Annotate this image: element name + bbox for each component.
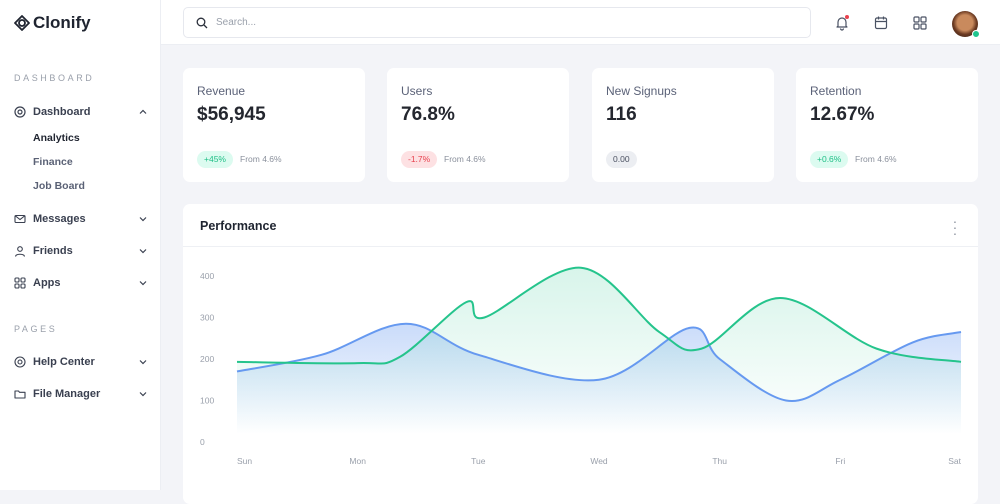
y-tick-label: 400 — [200, 271, 214, 281]
apps-grid-icon[interactable] — [912, 15, 928, 31]
series-line-1 — [236, 266, 962, 365]
x-tick-label: Wed — [590, 456, 608, 466]
dashboard-icon — [14, 106, 26, 118]
x-tick-label: Sat — [948, 456, 961, 466]
x-tick-label: Tue — [471, 456, 486, 466]
stat-label: Users — [401, 84, 433, 98]
topbar: Search... — [161, 0, 1000, 45]
chevron-down-icon[interactable] — [138, 246, 148, 256]
sidebar-item-messages[interactable]: Messages — [14, 213, 148, 225]
online-status-dot — [972, 30, 980, 38]
sidebar-item-label: Help Center — [33, 356, 95, 368]
y-tick-label: 100 — [200, 396, 214, 406]
x-tick-label: Fri — [835, 456, 845, 466]
chevron-down-icon[interactable] — [138, 357, 148, 367]
trend-badge: +45% — [197, 151, 233, 168]
sidebar-item-file-manager[interactable]: File Manager — [14, 388, 148, 400]
calendar-icon[interactable] — [873, 15, 889, 31]
sidebar-subitem-finance[interactable]: Finance — [33, 156, 73, 168]
search-icon — [196, 17, 208, 28]
stat-value: 116 — [606, 104, 637, 125]
chevron-up-icon[interactable] — [138, 107, 148, 117]
user-icon — [14, 246, 26, 257]
search-input[interactable]: Search... — [183, 7, 811, 38]
sidebar-item-label: Friends — [33, 245, 73, 257]
sidebar-item-label: File Manager — [33, 388, 101, 400]
lifebuoy-icon — [14, 356, 26, 368]
sidebar-item-help-center[interactable]: Help Center — [14, 356, 148, 368]
stat-card-retention: Retention 12.67% +0.6% From 4.6% — [796, 68, 978, 182]
search-placeholder: Search... — [216, 17, 257, 28]
sidebar-item-label: Apps — [33, 277, 61, 289]
stat-value: $56,945 — [197, 104, 266, 125]
sidebar-item-label: Dashboard — [33, 106, 91, 118]
stat-label: Revenue — [197, 84, 246, 98]
sidebar-item-apps[interactable]: Apps — [14, 277, 148, 289]
stat-value: 12.67% — [810, 104, 875, 125]
performance-title: Performance — [200, 219, 277, 233]
brand-logo[interactable]: Clonify — [14, 13, 91, 33]
y-tick-label: 200 — [200, 354, 214, 364]
stat-card-revenue: Revenue $56,945 +45% From 4.6% — [183, 68, 365, 182]
sidebar: Clonify DASHBOARD Dashboard Analytics Fi… — [0, 0, 161, 490]
comparison-text: From 4.6% — [240, 154, 282, 164]
chevron-down-icon[interactable] — [138, 389, 148, 399]
stat-card-users: Users 76.8% -1.7% From 4.6% — [387, 68, 569, 182]
mail-icon — [14, 214, 26, 224]
sidebar-item-dashboard[interactable]: Dashboard — [14, 106, 148, 118]
stat-card-new-signups: New Signups 116 0.00 — [592, 68, 774, 182]
comparison-text: From 4.6% — [855, 154, 897, 164]
section-label-dashboard: DASHBOARD — [14, 73, 95, 83]
notification-dot — [845, 15, 849, 19]
sidebar-subitem-analytics[interactable]: Analytics — [33, 132, 80, 144]
series-line-0 — [236, 322, 962, 402]
performance-card: Performance · · · 0 100 200 300 400 Sun Mon Tue We… — [183, 204, 978, 504]
sidebar-item-label: Messages — [33, 213, 86, 225]
stat-value: 76.8% — [401, 104, 455, 125]
sidebar-item-friends[interactable]: Friends — [14, 245, 148, 257]
section-label-pages: PAGES — [14, 324, 58, 334]
more-options-icon[interactable]: · · · — [952, 213, 958, 241]
series-area-1 — [237, 267, 961, 434]
chevron-down-icon[interactable] — [138, 278, 148, 288]
brand-name: Clonify — [33, 13, 91, 32]
y-tick-label: 0 — [200, 437, 205, 447]
y-tick-label: 300 — [200, 313, 214, 323]
trend-badge: +0.6% — [810, 151, 849, 168]
sidebar-subitem-job-board[interactable]: Job Board — [33, 180, 85, 192]
stat-label: New Signups — [606, 84, 677, 98]
performance-chart: 0 100 200 300 400 Sun Mon Tue Wed Thu Fri Sat — [200, 266, 962, 466]
bell-icon[interactable] — [834, 15, 850, 31]
chevron-down-icon[interactable] — [138, 214, 148, 224]
x-tick-label: Mon — [349, 456, 366, 466]
x-tick-label: Thu — [712, 456, 727, 466]
grid-icon — [14, 277, 26, 289]
comparison-text: From 4.6% — [444, 154, 486, 164]
trend-badge: 0.00 — [606, 151, 637, 168]
logo-icon — [14, 15, 30, 31]
folder-icon — [14, 390, 26, 399]
x-tick-label: Sun — [237, 456, 252, 466]
trend-badge: -1.7% — [401, 151, 438, 168]
divider — [183, 246, 978, 247]
stat-label: Retention — [810, 84, 862, 98]
